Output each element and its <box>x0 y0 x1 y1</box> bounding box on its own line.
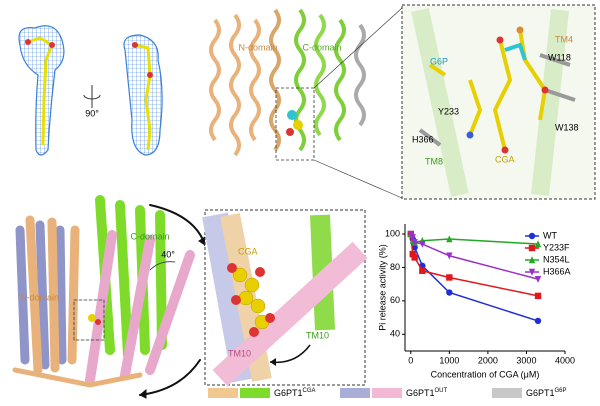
legend-entry: G6PT1CGA <box>274 388 316 399</box>
y-tick-label: 60 <box>390 295 400 305</box>
legend-label: N354L <box>543 254 570 264</box>
data-point <box>411 244 418 251</box>
conformation-cartoon <box>12 195 206 399</box>
c-domain-label: C-domain <box>130 231 169 241</box>
tm10-label: TM10 <box>228 348 251 358</box>
structure-legend <box>208 388 522 398</box>
c-domain-label: C-domain <box>302 42 341 52</box>
series-line <box>410 233 539 245</box>
rotation-label: 90° <box>85 108 99 118</box>
legend-label: Y233F <box>543 242 570 252</box>
data-point <box>411 239 418 247</box>
data-point <box>528 268 536 276</box>
h366-label: H366 <box>412 134 434 144</box>
x-tick-label: 3000 <box>516 355 536 365</box>
y233-label: Y233 <box>438 106 459 116</box>
data-point <box>446 274 453 281</box>
w118-label: W118 <box>548 52 571 62</box>
density-maps <box>18 25 163 156</box>
series-line <box>410 233 539 297</box>
data-point <box>528 244 536 252</box>
data-point <box>446 289 453 296</box>
data-point <box>446 252 453 260</box>
tm10-inset <box>202 209 368 387</box>
data-point <box>411 254 418 261</box>
legend-label: WT <box>543 230 557 240</box>
data-point <box>419 240 426 248</box>
y-tick-label: 80 <box>390 262 400 272</box>
rotation-angle-label: 40° <box>161 249 175 259</box>
data-point <box>409 250 416 258</box>
cga-label: CGA <box>495 154 515 164</box>
legend-entry: G6PT1G6P <box>526 388 567 399</box>
y-axis-title: Pi release activity (%) <box>377 244 387 331</box>
data-point <box>528 256 536 264</box>
data-point <box>534 240 542 248</box>
legend-entry: G6PT1OUT <box>406 388 448 399</box>
data-point <box>534 317 542 325</box>
y-tick-label: 100 <box>385 228 400 238</box>
data-point <box>528 232 536 240</box>
binding-site-inset <box>401 4 596 200</box>
x-tick-label: 4000 <box>555 355 575 365</box>
legend-label: H366A <box>543 266 571 276</box>
tm4-label: TM4 <box>555 34 573 44</box>
tm8-label: TM8 <box>425 156 443 166</box>
data-point <box>446 235 453 243</box>
g6p-label: G6P <box>430 56 448 66</box>
x-tick-label: 0 <box>408 355 413 365</box>
w138-label: W138 <box>555 122 579 132</box>
n-domain-label: N-domain <box>238 42 277 52</box>
x-axis-title: Concentration of CGA (μM) <box>431 369 540 379</box>
x-tick-label: 2000 <box>478 355 498 365</box>
data-point <box>534 275 542 283</box>
data-point <box>534 292 542 300</box>
data-point <box>419 267 426 274</box>
tm10-label: TM10 <box>306 330 329 340</box>
x-tick-label: 1000 <box>439 355 459 365</box>
cga-label: CGA <box>238 246 258 256</box>
overview-structure <box>209 7 403 199</box>
y-tick-label: 40 <box>390 329 400 339</box>
data-point <box>409 234 416 242</box>
n-domain-label: N-domain <box>20 292 59 302</box>
